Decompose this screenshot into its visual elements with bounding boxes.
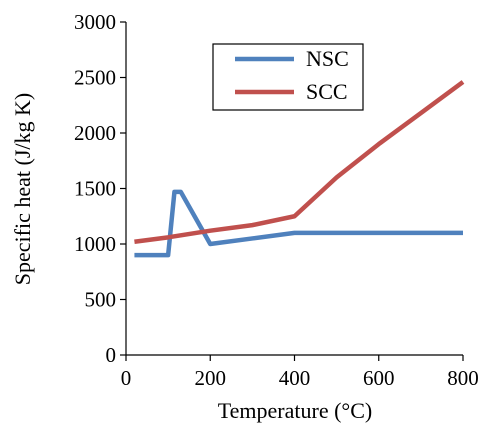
tick-labels: 0 500 1000 1500 2000 2500 3000 0 200 400 600 800 bbox=[74, 10, 479, 390]
x-tick-label: 400 bbox=[279, 366, 311, 390]
x-axis-title: Temperature (°C) bbox=[218, 398, 372, 423]
legend-box bbox=[212, 43, 364, 111]
y-tick-label: 1500 bbox=[74, 177, 116, 201]
series-line-nsc bbox=[134, 189, 463, 258]
x-tick-label: 600 bbox=[363, 366, 395, 390]
legend-label-scc: SCC bbox=[306, 79, 348, 104]
y-tick-label: 0 bbox=[106, 343, 117, 367]
y-tick-label: 500 bbox=[85, 288, 117, 312]
legend: NSC SCC bbox=[212, 43, 364, 111]
y-tick-label: 2000 bbox=[74, 121, 116, 145]
series-layer bbox=[134, 80, 465, 258]
axes bbox=[120, 21, 464, 361]
legend-label-nsc: NSC bbox=[306, 46, 349, 71]
y-tick-label: 3000 bbox=[74, 10, 116, 34]
y-tick-label: 2500 bbox=[74, 66, 116, 90]
x-tick-label: 200 bbox=[195, 366, 227, 390]
y-tick-label: 1000 bbox=[74, 232, 116, 256]
x-tick-label: 0 bbox=[121, 366, 132, 390]
series-line-scc bbox=[134, 80, 465, 245]
x-tick-label: 800 bbox=[447, 366, 479, 390]
y-axis-title: Specific heat (J/kg K) bbox=[10, 93, 35, 285]
